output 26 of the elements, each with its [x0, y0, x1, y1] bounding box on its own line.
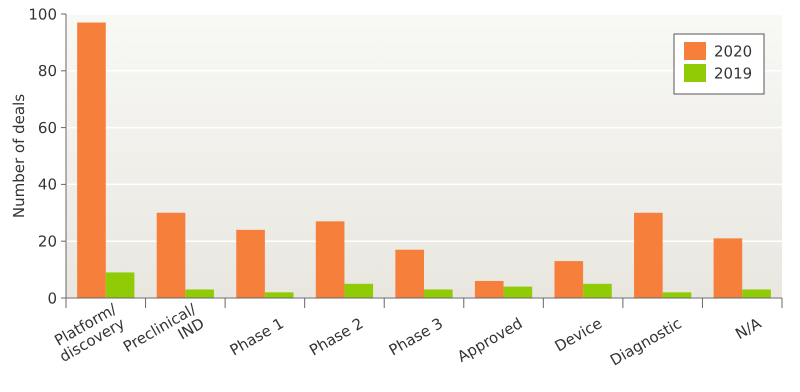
bar — [742, 289, 771, 298]
y-tick-label: 20 — [38, 232, 57, 250]
bar — [504, 286, 532, 298]
bar — [236, 230, 265, 298]
y-tick-label: 0 — [47, 289, 57, 308]
bar — [634, 212, 663, 298]
bar — [395, 250, 424, 298]
y-tick-label: 80 — [38, 62, 57, 80]
y-tick-label: 60 — [38, 118, 57, 137]
bar — [77, 22, 106, 298]
bar — [156, 212, 186, 298]
bar — [474, 280, 504, 298]
legend-label: 2020 — [714, 42, 752, 60]
y-tick-label: 40 — [38, 176, 57, 194]
bar — [583, 284, 612, 298]
bar — [554, 261, 584, 298]
bar — [714, 238, 742, 298]
bar — [316, 221, 344, 298]
bar — [185, 289, 214, 298]
x-tick-label: N/A — [732, 314, 765, 344]
y-tick-label: 100 — [28, 5, 57, 24]
legend-label: 2019 — [714, 64, 752, 82]
y-axis-title: Number of deals — [10, 94, 28, 218]
bar — [424, 289, 453, 298]
bar — [344, 284, 374, 298]
bar — [106, 272, 134, 298]
